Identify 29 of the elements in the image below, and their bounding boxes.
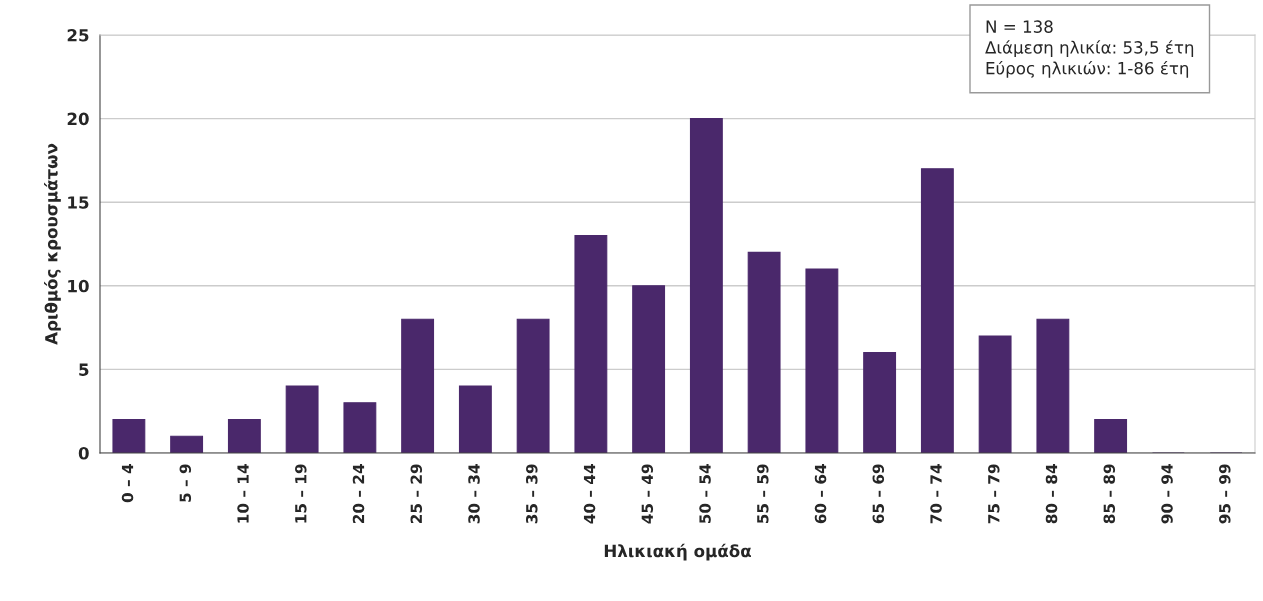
x-tick-label: 45 – 49 [641,464,654,524]
x-tick-label: 85 – 89 [1103,464,1116,524]
y-tick-label: 20 [67,112,89,126]
y-tick-label: 15 [68,196,89,209]
x-tick-label: 25 – 29 [410,464,423,523]
x-tick-label: 70 – 74 [930,464,942,524]
x-tick-label: 80 – 84 [1045,464,1058,524]
x-tick-label: 95 – 99 [1219,464,1231,524]
x-tick-label: 10 – 14 [237,464,249,523]
y-tick-label: 25 [67,28,89,42]
x-tick-label: 55 – 59 [757,464,769,524]
x-tick-label: 40 – 44 [583,464,596,524]
x-tick-label: 75 – 79 [988,464,1000,524]
x-tick-label: 0 – 4 [121,464,134,503]
x-axis-title: Ηλικιακή ομάδα [604,543,751,561]
x-tick-label: 50 – 54 [699,464,711,524]
y-tick-label: 0 [78,446,89,460]
annotation: N = 138 Διάμεση ηλικία: 53,5 έτη Εύρος ηλικιών: 1-86 έτη [985,20,1194,78]
x-tick-label: 65 – 69 [872,464,885,524]
y-axis-title: Αριθμός κρουσμάτων [44,143,61,345]
x-tick-label: 35 – 39 [526,464,538,524]
y-tick-label: 5 [79,363,89,376]
x-tick-label: 5 – 9 [179,464,192,502]
x-tick-label: 20 – 24 [352,464,365,523]
x-tick-label: 15 – 19 [295,464,307,523]
x-tick-label: 60 – 64 [814,464,827,524]
x-tick-label: 30 – 34 [468,464,480,524]
y-tick-label: 10 [68,279,89,293]
x-tick-label: 90 – 94 [1161,464,1173,524]
